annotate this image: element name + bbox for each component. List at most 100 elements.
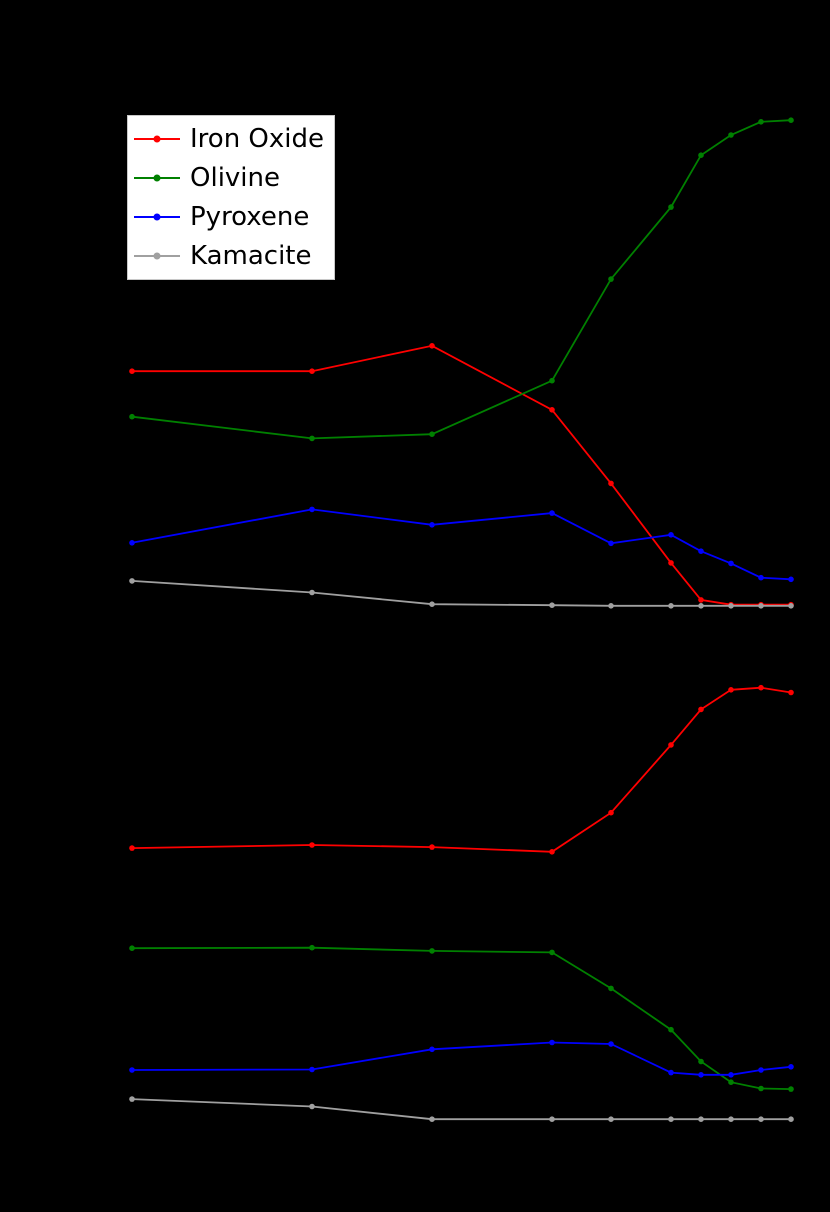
data-point-marker-olivine-bottom — [608, 985, 614, 992]
data-point-marker-olivine-top — [608, 276, 614, 282]
data-point-marker-kamacite-top — [728, 603, 734, 609]
data-point-marker-iron-oxide-top — [309, 368, 315, 375]
data-point-marker-kamacite-bottom — [309, 1103, 315, 1110]
data-point-marker-iron-oxide-bottom — [788, 689, 794, 696]
legend-marker-icon-pyroxene — [153, 213, 161, 221]
series-line-olivine-top — [131, 119, 792, 440]
data-point-marker-kamacite-top — [429, 601, 435, 607]
data-point-marker-kamacite-bottom — [549, 1116, 555, 1122]
data-point-marker-kamacite-bottom — [608, 1116, 614, 1122]
data-point-marker-pyroxene-bottom — [758, 1067, 764, 1073]
data-point-marker-iron-oxide-top — [549, 407, 555, 413]
data-point-marker-olivine-top — [309, 435, 315, 442]
legend-entry-kamacite: Kamacite — [134, 237, 328, 275]
legend: Iron Oxide Olivine Pyroxene Kamacite — [127, 115, 335, 280]
data-point-marker-pyroxene-top — [788, 576, 794, 583]
data-point-marker-kamacite-bottom — [698, 1116, 704, 1122]
data-point-marker-kamacite-bottom — [758, 1116, 764, 1122]
data-point-marker-pyroxene-bottom — [309, 1066, 315, 1073]
legend-marker-icon-iron-oxide — [153, 135, 161, 143]
data-point-marker-kamacite-bottom — [668, 1116, 674, 1122]
data-point-marker-olivine-bottom — [309, 944, 315, 951]
legend-line-sample-pyroxene — [134, 213, 180, 221]
data-point-marker-pyroxene-bottom — [608, 1041, 614, 1047]
series-line-olivine-bottom — [131, 946, 792, 1090]
data-point-marker-pyroxene-bottom — [129, 1067, 135, 1073]
data-point-marker-kamacite-top — [309, 589, 315, 596]
data-point-marker-iron-oxide-top — [608, 480, 614, 487]
data-point-marker-olivine-top — [429, 431, 435, 438]
data-point-marker-kamacite-bottom — [429, 1116, 435, 1122]
data-point-marker-pyroxene-top — [549, 510, 555, 516]
data-point-marker-kamacite-top — [129, 578, 135, 584]
data-point-marker-iron-oxide-bottom — [608, 809, 614, 816]
data-point-marker-olivine-top — [698, 152, 704, 158]
legend-entry-pyroxene: Pyroxene — [134, 198, 328, 236]
data-point-marker-kamacite-top — [758, 603, 764, 609]
data-point-marker-pyroxene-top — [129, 540, 135, 546]
data-point-marker-olivine-top — [788, 117, 794, 123]
data-point-marker-iron-oxide-top — [429, 343, 435, 349]
data-point-marker-olivine-bottom — [728, 1079, 734, 1085]
data-point-marker-kamacite-top — [788, 603, 794, 609]
data-point-marker-iron-oxide-bottom — [309, 842, 315, 848]
data-point-marker-olivine-bottom — [129, 945, 135, 951]
data-point-marker-olivine-bottom — [788, 1086, 794, 1092]
data-point-marker-olivine-bottom — [549, 949, 555, 956]
legend-entry-iron-oxide: Iron Oxide — [134, 120, 328, 158]
data-point-marker-olivine-bottom — [429, 948, 435, 954]
data-point-marker-kamacite-bottom — [788, 1116, 794, 1122]
data-point-marker-iron-oxide-top — [129, 368, 135, 375]
legend-line-sample-olivine — [134, 174, 180, 182]
data-point-marker-kamacite-bottom — [728, 1116, 734, 1122]
data-point-marker-iron-oxide-top — [668, 560, 674, 566]
legend-entry-olivine: Olivine — [134, 159, 328, 197]
data-point-marker-olivine-top — [668, 204, 674, 210]
series-line-pyroxene-top — [131, 508, 792, 581]
data-point-marker-kamacite-top — [608, 603, 614, 609]
legend-label-iron-oxide: Iron Oxide — [190, 124, 325, 155]
series-line-pyroxene-bottom — [131, 1041, 792, 1076]
data-point-marker-kamacite-bottom — [129, 1096, 135, 1102]
legend-label-pyroxene: Pyroxene — [190, 201, 310, 232]
data-point-marker-pyroxene-top — [728, 560, 734, 567]
data-point-marker-pyroxene-bottom — [668, 1069, 674, 1076]
data-point-marker-iron-oxide-bottom — [129, 845, 135, 851]
data-point-marker-kamacite-top — [549, 602, 555, 608]
data-point-marker-pyroxene-top — [309, 506, 315, 513]
data-point-marker-pyroxene-bottom — [728, 1072, 734, 1078]
data-point-marker-olivine-bottom — [698, 1058, 704, 1065]
series-line-iron-oxide-top — [132, 344, 791, 606]
data-point-marker-pyroxene-bottom — [429, 1046, 435, 1053]
data-point-marker-pyroxene-top — [608, 540, 614, 547]
data-point-marker-pyroxene-top — [429, 522, 435, 528]
data-point-marker-kamacite-top — [668, 603, 674, 609]
data-point-marker-olivine-top — [728, 132, 734, 138]
legend-marker-icon-olivine — [153, 174, 161, 182]
data-point-marker-olivine-top — [549, 377, 555, 384]
series-line-kamacite-bottom — [131, 1098, 791, 1121]
data-point-marker-iron-oxide-bottom — [429, 844, 435, 850]
legend-label-kamacite: Kamacite — [190, 240, 312, 271]
data-point-marker-pyroxene-bottom — [698, 1072, 704, 1078]
data-point-marker-olivine-top — [129, 413, 135, 420]
data-point-marker-pyroxene-bottom — [549, 1039, 555, 1046]
legend-line-sample-kamacite — [134, 252, 180, 260]
series-line-iron-oxide-bottom — [131, 686, 792, 853]
legend-line-sample-iron-oxide — [134, 135, 180, 143]
data-point-marker-iron-oxide-top — [698, 597, 704, 603]
data-point-marker-pyroxene-bottom — [788, 1064, 794, 1070]
data-point-marker-iron-oxide-bottom — [728, 687, 734, 693]
series-line-kamacite-top — [131, 580, 791, 607]
data-point-marker-olivine-top — [758, 119, 764, 125]
data-point-marker-olivine-bottom — [758, 1085, 764, 1092]
data-point-marker-iron-oxide-bottom — [668, 742, 674, 748]
data-point-marker-iron-oxide-bottom — [698, 706, 704, 713]
data-point-marker-olivine-bottom — [668, 1026, 674, 1033]
data-point-marker-pyroxene-top — [668, 532, 674, 538]
data-point-marker-iron-oxide-bottom — [549, 849, 555, 855]
data-point-marker-iron-oxide-bottom — [758, 684, 764, 691]
data-point-marker-pyroxene-top — [698, 548, 704, 554]
